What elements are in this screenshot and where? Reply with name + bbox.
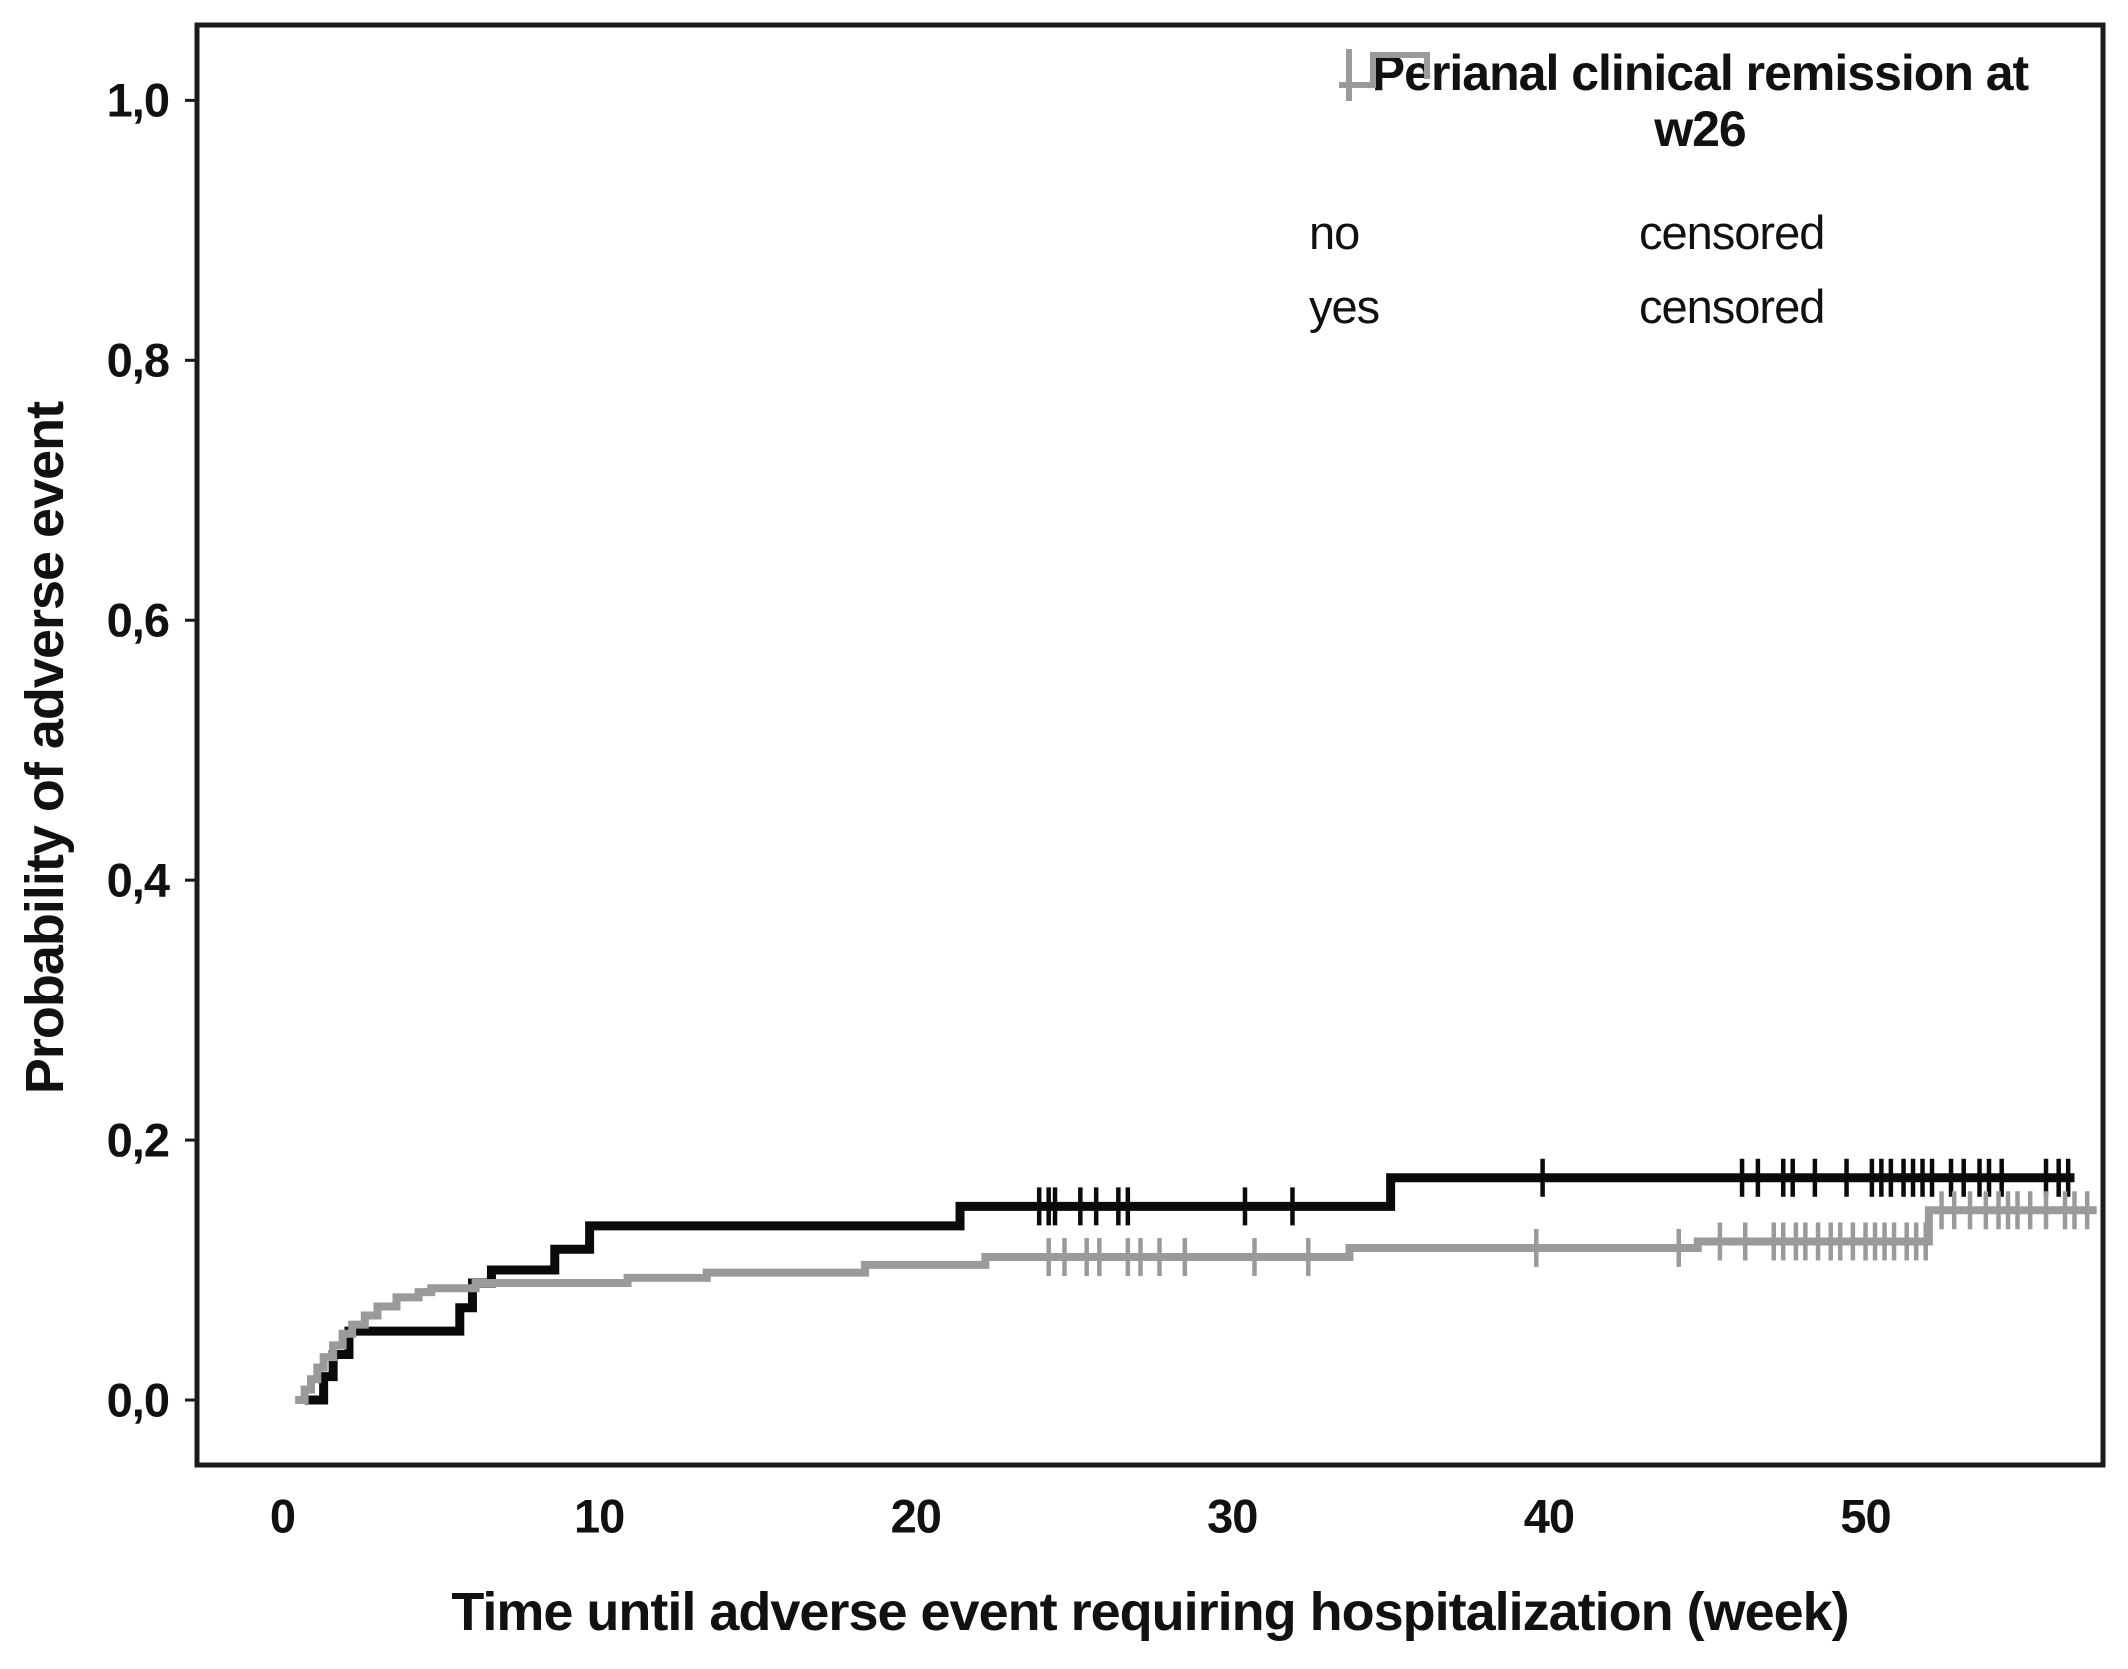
step-line-icon	[1339, 52, 1430, 88]
legend-rows: no censored yes censored	[1285, 49, 2115, 343]
x-tick-label-50: 50	[1840, 1489, 1891, 1543]
y-tick-label-1,0: 1,0	[106, 73, 170, 127]
legend-row-no: no censored	[1285, 49, 2115, 269]
x-tick-label-20: 20	[890, 1489, 942, 1543]
legend-title-line2: w26	[1654, 101, 1747, 157]
legend-title: Perianal clinical remission at w26	[1285, 45, 2115, 157]
y-tick-label-0,4: 0,4	[106, 853, 170, 907]
series-curve-yes	[295, 1206, 2097, 1405]
legend-title-line1: Perianal clinical remission at	[1371, 45, 2029, 101]
y-tick-label-0,8: 0,8	[106, 333, 170, 387]
y-tick-label-0,2: 0,2	[106, 1113, 170, 1167]
legend-label: no	[1309, 205, 1360, 259]
legend-censored-label: censored	[1639, 205, 1825, 259]
x-tick-label-30: 30	[1207, 1489, 1258, 1543]
censored-tick-icon	[1346, 49, 1352, 101]
x-tick-label-10: 10	[573, 1489, 625, 1543]
x-tick-label-40: 40	[1523, 1489, 1575, 1543]
legend: Perianal clinical remission at w26 no cen…	[1285, 45, 2115, 343]
plot-border	[194, 22, 2106, 1468]
series-curve-no	[304, 1173, 2075, 1405]
y-tick-label-0,0: 0,0	[106, 1373, 170, 1427]
legend-label: yes	[1309, 279, 1380, 333]
x-axis-title: Time until adverse event requiring hospi…	[451, 1582, 1849, 1642]
legend-row-yes: yes censored	[1285, 49, 2115, 343]
legend-censored-label: censored	[1639, 279, 1825, 333]
x-tick-label-0: 0	[269, 1489, 296, 1543]
y-tick-label-0,6: 0,6	[106, 593, 170, 647]
y-axis-title: Probability of adverse event	[15, 401, 75, 1095]
